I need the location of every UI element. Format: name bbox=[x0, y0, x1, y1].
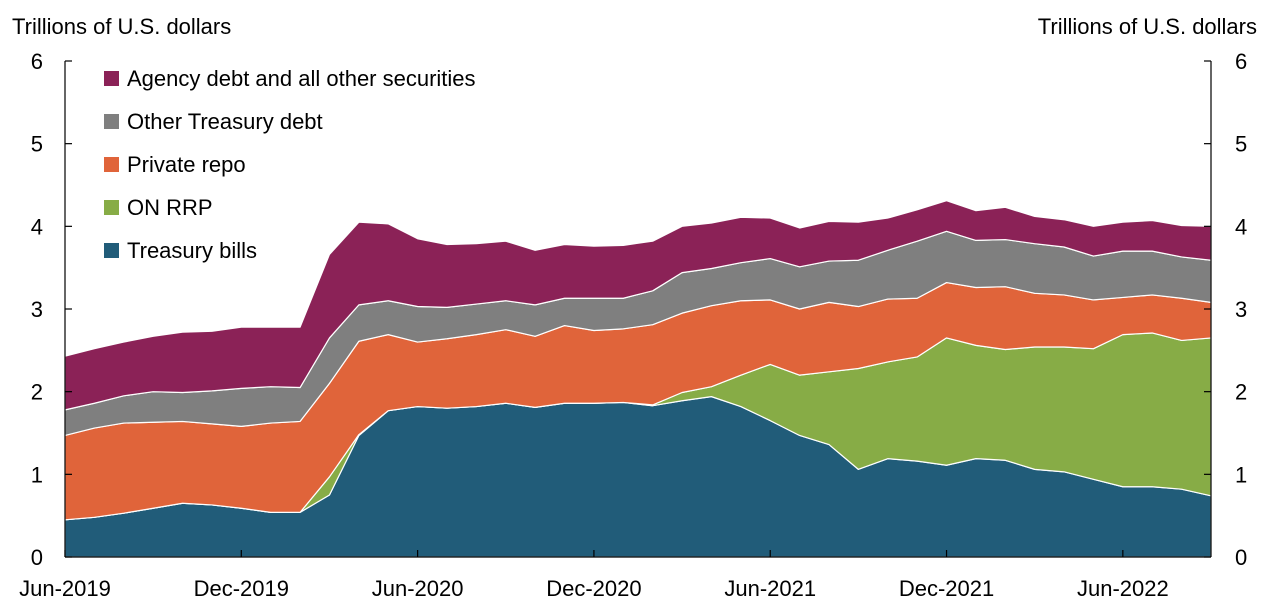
y-tick-label-left: 1 bbox=[31, 462, 43, 487]
y-tick-label-left: 4 bbox=[31, 214, 43, 239]
axes bbox=[64, 60, 1212, 558]
y-axis-title-right: Trillions of U.S. dollars bbox=[1037, 14, 1257, 39]
x-tick-label: Jun-2019 bbox=[19, 576, 111, 601]
x-tick-label: Jun-2021 bbox=[724, 576, 816, 601]
legend-swatch bbox=[104, 157, 119, 172]
legend-label: ON RRP bbox=[127, 195, 213, 220]
x-tick-label: Dec-2019 bbox=[194, 576, 289, 601]
y-tick-label-left: 2 bbox=[31, 380, 43, 405]
y-tick-label-right: 5 bbox=[1235, 132, 1247, 157]
x-tick-label: Dec-2020 bbox=[546, 576, 641, 601]
y-tick-label-right: 1 bbox=[1235, 462, 1247, 487]
legend-swatch bbox=[104, 243, 119, 258]
area-layers bbox=[64, 200, 1212, 558]
y-tick-label-right: 0 bbox=[1235, 545, 1247, 570]
legend-label: Agency debt and all other securities bbox=[127, 66, 476, 91]
y-tick-label-left: 0 bbox=[31, 545, 43, 570]
legend-label: Treasury bills bbox=[127, 238, 257, 263]
legend-swatch bbox=[104, 114, 119, 129]
tick-labels: 0 0 1 1 2 2 3 3 4 4 5 5 6 6 Jun-2019 Dec-2019 Jun-2020 De… bbox=[19, 49, 1247, 601]
y-tick-label-left: 3 bbox=[31, 297, 43, 322]
y-tick-label-left: 5 bbox=[31, 132, 43, 157]
y-tick-label-right: 3 bbox=[1235, 297, 1247, 322]
legend-swatch bbox=[104, 200, 119, 215]
x-tick-label: Dec-2021 bbox=[899, 576, 994, 601]
legend-swatch bbox=[104, 71, 119, 86]
y-tick-label-right: 2 bbox=[1235, 380, 1247, 405]
legend: Agency debt and all other securities Othe… bbox=[104, 66, 476, 263]
x-tick-label: Jun-2020 bbox=[372, 576, 464, 601]
legend-label: Other Treasury debt bbox=[127, 109, 323, 134]
legend-label: Private repo bbox=[127, 152, 246, 177]
y-tick-label-right: 6 bbox=[1235, 49, 1247, 74]
x-tick-label: Jun-2022 bbox=[1077, 576, 1169, 601]
y-tick-label-left: 6 bbox=[31, 49, 43, 74]
y-tick-label-right: 4 bbox=[1235, 214, 1247, 239]
y-axis-title-left: Trillions of U.S. dollars bbox=[12, 14, 232, 39]
